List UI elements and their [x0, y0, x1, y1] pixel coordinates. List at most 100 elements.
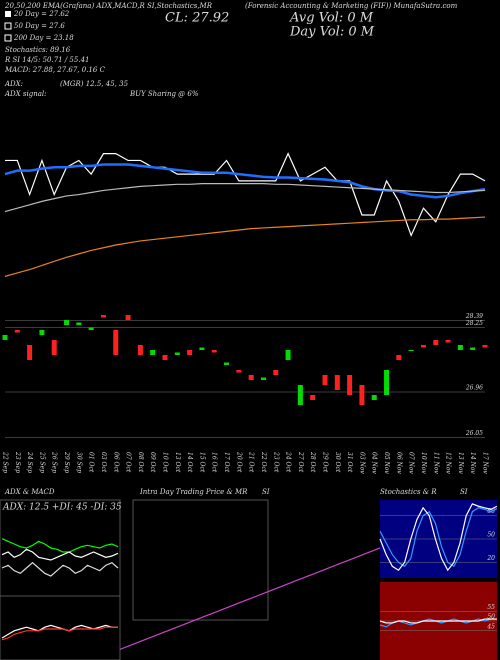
- candle: [445, 340, 451, 343]
- x-tick-label: 24 Oct: [285, 451, 292, 473]
- x-tick-label: 27 Oct: [297, 451, 304, 473]
- y-tick-label: 28.39: [465, 313, 483, 320]
- candle: [285, 350, 291, 360]
- x-tick-label: 29 Oct: [322, 451, 329, 473]
- candle: [187, 350, 193, 355]
- y-tick-label: 50: [487, 532, 495, 539]
- candle: [174, 352, 180, 355]
- candle: [2, 335, 8, 340]
- line: [4, 163, 486, 199]
- candle: [162, 355, 168, 360]
- x-tick-label: 24 Sep: [26, 451, 33, 473]
- adx-label: ADX: 12.5 +DI: 45 -DI: 35: [2, 503, 122, 513]
- line: [1, 561, 119, 577]
- y-tick-label: 45: [486, 623, 495, 630]
- y-tick-label: 55: [487, 604, 495, 611]
- candle: [359, 385, 365, 405]
- candle: [310, 395, 316, 400]
- x-tick-label: 29 Sep: [63, 451, 70, 473]
- x-tick-label: 20 Oct: [235, 451, 242, 473]
- x-tick-label: 22 Oct: [260, 451, 267, 473]
- adx-values: (MGR) 12.5, 45, 35: [60, 80, 129, 88]
- x-tick-label: 13 Nov: [457, 452, 464, 474]
- panel-title: Intra Day Trading Price & MR: [139, 488, 248, 496]
- x-tick-label: 23 Oct: [272, 451, 279, 473]
- x-tick-label: 30 Sep: [75, 452, 82, 473]
- rsi: R SI 14/5: 50.71 / 55.41: [4, 56, 89, 64]
- x-tick-label: 12 Nov: [445, 452, 452, 474]
- stochastics: Stochastics: 89.16: [5, 46, 71, 54]
- line: [1, 624, 118, 639]
- candle: [100, 315, 106, 318]
- candle: [39, 330, 45, 335]
- x-tick-label: 21 Oct: [248, 451, 255, 473]
- top-center: (Forensic Accounting & Marketing (FIF)) …: [245, 2, 458, 10]
- candle: [260, 377, 266, 380]
- x-tick-label: 28 Oct: [309, 451, 316, 473]
- candle: [433, 340, 439, 345]
- legend-swatch: [4, 34, 12, 42]
- avg-vol: Avg Vol: 0 M: [289, 11, 374, 26]
- line: [1, 538, 119, 553]
- legend: 50 Day = 27.6: [14, 22, 65, 30]
- candle: [482, 345, 488, 348]
- x-tick-label: 13 Oct: [174, 452, 181, 473]
- candle: [150, 350, 156, 355]
- panel-title: SI: [262, 488, 270, 496]
- candle: [470, 347, 476, 350]
- y-tick-label: 50: [487, 614, 495, 621]
- x-tick-label: 31 Oct: [346, 452, 353, 473]
- legend-swatch: [5, 11, 11, 17]
- panel-title: ADX & MACD: [4, 488, 55, 496]
- line: [4, 183, 486, 213]
- candle: [334, 375, 340, 390]
- legend: 20 Day = 27.62: [13, 10, 70, 18]
- candle: [384, 370, 390, 395]
- y-tick-label: 28.25: [465, 320, 483, 327]
- line: [379, 618, 497, 624]
- x-tick-label: 03 Nov: [358, 452, 365, 474]
- x-tick-label: 22 Sep: [2, 451, 9, 473]
- candle: [27, 345, 33, 360]
- candle: [420, 345, 426, 348]
- panel-title: Stochastics & R: [380, 488, 437, 496]
- day-vol: Day Vol: 0 M: [289, 25, 375, 40]
- x-tick-label: 17 Nov: [482, 452, 489, 474]
- line: [379, 503, 498, 572]
- x-tick-label: 05 Nov: [383, 452, 390, 474]
- line: [4, 216, 486, 277]
- candle: [88, 327, 94, 330]
- x-tick-label: 25 Sep: [38, 451, 45, 473]
- x-tick-label: 07 Oct: [125, 452, 132, 473]
- candle: [224, 362, 230, 365]
- x-tick-label: 17 Oct: [223, 452, 230, 473]
- x-tick-label: 16 Oct: [211, 452, 218, 473]
- x-tick-label: 14 Oct: [186, 452, 193, 473]
- candle: [273, 370, 279, 375]
- top-left: 20,50,200 EMA(Grafana) ADX,MACD,R SI,Sto…: [4, 2, 213, 10]
- candle: [396, 355, 402, 360]
- x-tick-label: 07 Nov: [408, 452, 415, 474]
- x-tick-label: 09 Oct: [149, 452, 156, 473]
- candle: [347, 375, 353, 395]
- candle: [322, 375, 328, 385]
- candle: [137, 345, 143, 355]
- x-tick-label: 30 Oct: [334, 452, 341, 473]
- legend: 200 Day = 23.18: [13, 34, 74, 42]
- candle: [408, 350, 414, 351]
- x-tick-label: 08 Oct: [137, 452, 144, 473]
- panel-title: SI: [460, 488, 468, 496]
- x-tick-label: 04 Nov: [371, 452, 378, 474]
- x-tick-label: 14 Nov: [469, 452, 476, 474]
- adx-signal: ADX signal:: [4, 90, 46, 98]
- candle: [125, 315, 131, 320]
- intraday-panel: [132, 499, 269, 621]
- line: [379, 507, 498, 568]
- candle: [113, 330, 119, 355]
- adx-panel: [0, 499, 121, 660]
- adx: ADX:: [4, 80, 23, 88]
- candle: [51, 340, 57, 355]
- candle: [199, 347, 205, 350]
- candle: [64, 320, 70, 325]
- x-tick-label: 23 Sep: [14, 451, 21, 473]
